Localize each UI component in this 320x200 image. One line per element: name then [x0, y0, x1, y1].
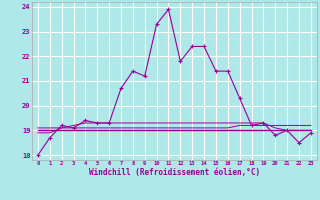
X-axis label: Windchill (Refroidissement éolien,°C): Windchill (Refroidissement éolien,°C): [89, 168, 260, 177]
